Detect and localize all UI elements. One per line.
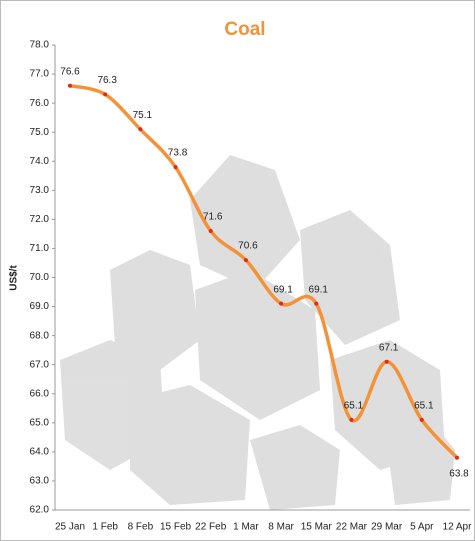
data-label: 65.1 <box>344 401 364 412</box>
y-tick-label: 66.0 <box>30 388 50 399</box>
y-tick-label: 74.0 <box>30 156 50 167</box>
marker <box>384 359 389 364</box>
y-axis-label: US$/t <box>9 265 20 291</box>
y-tick-label: 73.0 <box>30 185 50 196</box>
x-tick-label: 8 Mar <box>268 522 294 533</box>
x-tick-label: 15 Mar <box>301 522 333 533</box>
data-label: 69.1 <box>309 284 329 295</box>
y-tick-label: 69.0 <box>30 301 50 312</box>
data-label: 70.6 <box>238 241 258 252</box>
marker <box>314 301 319 306</box>
marker <box>103 92 108 97</box>
data-label: 71.6 <box>203 212 223 223</box>
y-tick-label: 71.0 <box>30 243 50 254</box>
y-tick-label: 75.0 <box>30 127 50 138</box>
data-label: 69.1 <box>273 284 293 295</box>
marker <box>173 165 178 170</box>
coal-background <box>60 155 455 510</box>
marker <box>349 417 354 422</box>
y-tick-label: 67.0 <box>30 359 50 370</box>
x-tick-label: 25 Jan <box>55 522 85 533</box>
y-tick-label: 63.0 <box>30 476 50 487</box>
x-tick-label: 15 Feb <box>160 522 192 533</box>
marker <box>243 258 248 263</box>
data-label: 67.1 <box>379 342 399 353</box>
y-tick-label: 64.0 <box>30 447 50 458</box>
data-label: 65.1 <box>414 401 434 412</box>
data-label: 73.8 <box>168 148 188 159</box>
x-tick-label: 12 Apr <box>443 522 473 533</box>
marker <box>68 83 72 88</box>
marker <box>455 455 459 460</box>
y-tick-label: 65.0 <box>30 417 50 428</box>
x-tick-label: 22 Mar <box>336 522 368 533</box>
y-tick-label: 68.0 <box>30 330 50 341</box>
x-tick-label: 5 Apr <box>410 522 434 533</box>
y-tick-label: 76.0 <box>30 98 50 109</box>
data-label: 76.6 <box>60 66 80 77</box>
marker <box>208 229 213 233</box>
data-label: 75.1 <box>133 110 153 121</box>
x-tick-label: 1 Feb <box>92 522 118 533</box>
y-tick-label: 72.0 <box>30 214 50 225</box>
marker <box>138 127 143 132</box>
y-tick-label: 78.0 <box>30 40 50 51</box>
y-tick-label: 77.0 <box>30 69 50 80</box>
x-tick-label: 22 Feb <box>195 522 227 533</box>
data-label: 76.3 <box>97 75 117 86</box>
data-label: 63.8 <box>449 468 469 479</box>
marker <box>419 417 424 422</box>
marker <box>279 301 284 306</box>
y-tick-label: 62.0 <box>30 505 50 516</box>
x-tick-label: 1 Mar <box>233 522 259 533</box>
chart-title: Coal <box>224 19 265 40</box>
x-tick-label: 29 Mar <box>371 522 403 533</box>
y-tick-label: 70.0 <box>30 272 50 283</box>
x-tick-label: 8 Feb <box>128 522 154 533</box>
